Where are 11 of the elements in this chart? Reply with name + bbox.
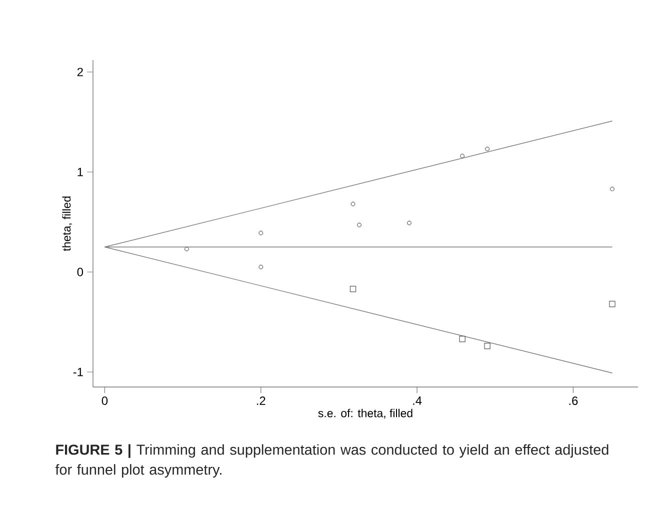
text: FIGURE 5 | Trimming and supplementation was conducted to yield an effect adjusted for funnel plot asymmetry.	[55, 444, 608, 478]
y-tick-label: 2	[77, 68, 83, 76]
x-tick-label: .6	[569, 396, 578, 405]
y-axis-title: theta, filled	[62, 196, 72, 252]
x-tick-label: .2	[256, 396, 266, 405]
x-tick-label: 0	[102, 396, 108, 405]
y-tick-label: 1	[78, 168, 83, 176]
x-tick-label: .4	[413, 396, 422, 405]
y-tick-label: 0	[77, 268, 84, 276]
y-tick-label: -1	[73, 368, 83, 376]
x-axis-title: s.e. of: theta, filled	[318, 408, 412, 419]
